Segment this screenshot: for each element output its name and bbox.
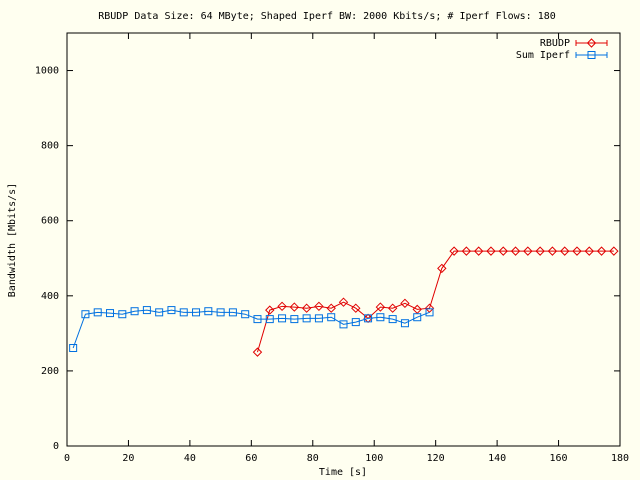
data-point	[155, 308, 164, 317]
data-point	[584, 246, 594, 256]
data-point	[252, 347, 263, 357]
data-point	[253, 315, 262, 324]
x-tick-label: 140	[488, 453, 506, 464]
y-tick-label: 0	[53, 441, 59, 452]
data-point	[486, 246, 496, 256]
plot-frame	[66, 32, 621, 447]
chart-title: RBUDP Data Size: 64 MByte; Shaped Iperf …	[98, 11, 556, 22]
data-point	[449, 246, 459, 256]
data-point	[547, 246, 558, 256]
data-point	[535, 246, 545, 256]
data-point	[216, 308, 225, 317]
data-point	[167, 306, 176, 315]
data-point	[228, 308, 237, 317]
x-tick-label: 20	[122, 453, 134, 464]
x-tick-label: 80	[307, 453, 319, 464]
data-point	[339, 320, 348, 329]
y-tick-label: 1000	[35, 66, 59, 77]
data-point	[388, 315, 397, 324]
data-point	[338, 297, 349, 307]
x-tick-label: 40	[184, 453, 196, 464]
data-point	[93, 308, 102, 317]
legend-label: Sum Iperf	[516, 50, 570, 61]
data-point	[596, 246, 607, 256]
data-point	[204, 307, 213, 316]
data-point	[142, 306, 151, 315]
data-point	[424, 303, 435, 313]
data-point	[351, 303, 361, 313]
y-tick-label: 400	[41, 291, 59, 302]
y-tick-label: 600	[41, 216, 59, 227]
data-point	[400, 319, 409, 328]
data-point	[179, 308, 188, 317]
x-tick-label: 180	[611, 453, 629, 464]
series-line	[256, 250, 614, 353]
data-point	[106, 309, 115, 318]
data-point	[376, 313, 385, 322]
data-point	[498, 246, 508, 256]
data-point	[609, 246, 619, 256]
data-point	[510, 246, 521, 256]
legend-marker	[586, 38, 597, 48]
data-point	[375, 302, 386, 312]
series-line	[72, 309, 430, 349]
data-point	[413, 313, 422, 322]
data-point	[523, 246, 533, 256]
data-point	[302, 314, 311, 323]
data-point	[81, 310, 90, 319]
x-tick-label: 60	[245, 453, 257, 464]
x-tick-label: 160	[550, 453, 568, 464]
data-point	[559, 246, 570, 256]
data-point	[241, 310, 250, 319]
data-point	[400, 298, 410, 309]
data-point	[289, 302, 300, 312]
data-point	[473, 246, 484, 256]
data-point	[314, 314, 323, 323]
data-point	[130, 307, 139, 316]
data-point	[364, 314, 373, 323]
legend-label: RBUDP	[540, 38, 570, 49]
x-tick-label: 0	[64, 453, 70, 464]
data-point	[290, 315, 299, 324]
data-point	[572, 246, 582, 256]
data-point	[265, 315, 274, 324]
data-point	[387, 303, 398, 313]
data-point	[69, 344, 78, 353]
x-tick-label: 120	[427, 453, 445, 464]
data-point	[118, 310, 127, 319]
data-point	[265, 305, 275, 315]
data-point	[327, 313, 336, 322]
y-tick-label: 800	[41, 141, 59, 152]
data-point	[425, 308, 434, 317]
y-axis-label: Bandwidth [Mbits/s]	[7, 183, 18, 297]
data-point	[326, 303, 336, 313]
x-tick-label: 100	[365, 453, 383, 464]
data-point	[278, 314, 287, 323]
legend-marker	[587, 51, 596, 59]
data-point	[437, 263, 447, 274]
data-point	[301, 303, 312, 313]
data-point	[192, 308, 201, 317]
data-point	[351, 318, 360, 327]
x-axis-label: Time [s]	[319, 467, 367, 478]
data-point	[277, 301, 287, 312]
data-point	[461, 246, 472, 256]
data-point	[314, 301, 324, 312]
y-tick-label: 200	[41, 366, 59, 377]
